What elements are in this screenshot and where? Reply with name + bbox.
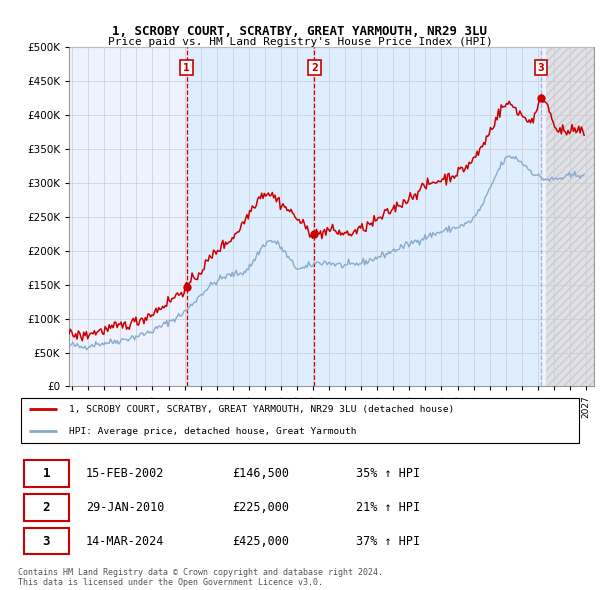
Text: 1: 1	[43, 467, 50, 480]
Bar	[187, 47, 541, 386]
Text: HPI: Average price, detached house, Great Yarmouth: HPI: Average price, detached house, Grea…	[69, 427, 356, 436]
Text: £425,000: £425,000	[232, 535, 289, 548]
Text: 21% ↑ HPI: 21% ↑ HPI	[356, 501, 421, 514]
Text: 14-MAR-2024: 14-MAR-2024	[86, 535, 164, 548]
Text: 1, SCROBY COURT, SCRATBY, GREAT YARMOUTH, NR29 3LU (detached house): 1, SCROBY COURT, SCRATBY, GREAT YARMOUTH…	[69, 405, 454, 414]
Text: 1: 1	[183, 63, 190, 73]
Text: Price paid vs. HM Land Registry's House Price Index (HPI): Price paid vs. HM Land Registry's House …	[107, 37, 493, 47]
FancyBboxPatch shape	[23, 460, 69, 487]
Text: 15-FEB-2002: 15-FEB-2002	[86, 467, 164, 480]
Text: 29-JAN-2010: 29-JAN-2010	[86, 501, 164, 514]
Text: 37% ↑ HPI: 37% ↑ HPI	[356, 535, 421, 548]
Text: 2: 2	[311, 63, 317, 73]
FancyBboxPatch shape	[21, 398, 579, 443]
Text: 3: 3	[43, 535, 50, 548]
Text: £146,500: £146,500	[232, 467, 289, 480]
FancyBboxPatch shape	[23, 527, 69, 555]
Text: 3: 3	[538, 63, 545, 73]
Text: 1, SCROBY COURT, SCRATBY, GREAT YARMOUTH, NR29 3LU: 1, SCROBY COURT, SCRATBY, GREAT YARMOUTH…	[113, 25, 487, 38]
Text: £225,000: £225,000	[232, 501, 289, 514]
Bar	[546, 47, 594, 386]
Text: 35% ↑ HPI: 35% ↑ HPI	[356, 467, 421, 480]
FancyBboxPatch shape	[23, 494, 69, 521]
Text: Contains HM Land Registry data © Crown copyright and database right 2024.
This d: Contains HM Land Registry data © Crown c…	[18, 568, 383, 587]
Text: 2: 2	[43, 501, 50, 514]
